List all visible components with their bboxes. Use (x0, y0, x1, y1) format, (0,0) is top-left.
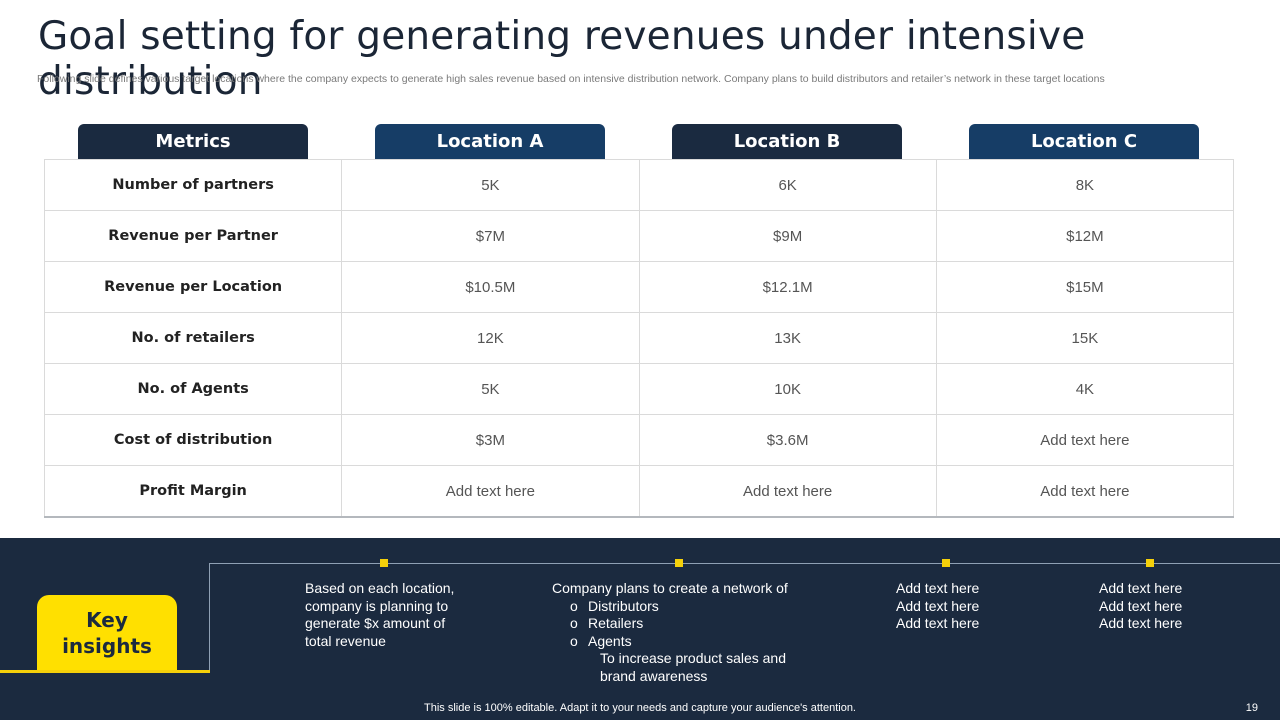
insight-line: Add text here (1099, 580, 1183, 596)
metric-label: Profit Margin (43, 465, 343, 518)
table-row: No. of Agents 5K 10K 4K (43, 363, 1235, 415)
key-insights-underline (0, 670, 210, 673)
table-cell: 12K (341, 312, 640, 364)
insight-line: company is planning to (305, 597, 449, 614)
bullet-marker: o (570, 632, 578, 649)
table-cell: Add text here (935, 414, 1235, 466)
timeline-line (210, 563, 1280, 564)
table-cell: Add text here (341, 465, 640, 518)
insight-placeholder-1: Add text here Add text here Add text her… (896, 580, 979, 633)
insight-line: Add text here (1099, 597, 1183, 614)
insight-line: Company plans to create a network of (552, 580, 788, 596)
metric-label: Revenue per Location (43, 261, 343, 313)
metrics-table: Number of partners 5K 6K 8K Revenue per … (43, 159, 1235, 518)
metric-label: Revenue per Partner (43, 210, 343, 262)
metric-label: No. of retailers (43, 312, 343, 364)
table-row: No. of retailers 12K 13K 15K (43, 312, 1235, 364)
header-metrics: Metrics (78, 124, 308, 160)
bullet-text: Retailers (588, 615, 644, 631)
bullet-item: o Distributors (552, 598, 788, 616)
bullet-item: o Agents (552, 633, 788, 651)
header-location-b: Location B (672, 124, 902, 160)
table-cell: 10K (638, 363, 937, 415)
table-cell: 6K (638, 159, 937, 211)
table-cell: 15K (935, 312, 1235, 364)
table-row: Cost of distribution $3M $3.6M Add text … (43, 414, 1235, 466)
table-header-row: Metrics Location A Location B Location C (0, 124, 1280, 160)
bullet-marker: o (570, 597, 578, 614)
table-cell: $12M (935, 210, 1235, 262)
slide-subtitle: Following slide defines various target l… (37, 73, 1105, 85)
timeline-connector (209, 563, 210, 673)
key-insights-band (0, 538, 1280, 720)
metric-label: No. of Agents (43, 363, 343, 415)
table-cell: Add text here (638, 465, 937, 518)
table-cell: $15M (935, 261, 1235, 313)
table-row: Revenue per Location $10.5M $12.1M $15M (43, 261, 1235, 313)
key-insights-label: Key insights (37, 595, 177, 670)
insight-line: brand awareness (600, 667, 708, 684)
insight-line: total revenue (305, 632, 386, 649)
timeline-marker (675, 559, 683, 567)
bullet-marker: o (570, 615, 578, 631)
table-row: Revenue per Partner $7M $9M $12M (43, 210, 1235, 262)
slide-title: Goal setting for generating revenues und… (38, 14, 1086, 104)
bullet-text: Agents (588, 632, 632, 649)
header-location-a: Location A (375, 124, 605, 160)
page-number: 19 (1245, 702, 1258, 714)
table-cell: $3.6M (638, 414, 937, 466)
table-cell: $12.1M (638, 261, 937, 313)
table-cell: $9M (638, 210, 937, 262)
key-insights-text: Key insights (62, 607, 152, 658)
insight-revenue: Based on each location, company is plann… (305, 580, 454, 650)
insight-placeholder-2: Add text here Add text here Add text her… (1099, 580, 1182, 633)
table-cell: Add text here (935, 465, 1235, 518)
bullet-text: Distributors (588, 597, 659, 614)
footer-note: This slide is 100% editable. Adapt it to… (424, 702, 856, 714)
insight-line: Based on each location, (305, 580, 455, 596)
table-cell: $3M (341, 414, 640, 466)
table-cell: $10.5M (341, 261, 640, 313)
insight-line: Add text here (896, 597, 980, 614)
insight-line: generate $x amount of (305, 615, 446, 631)
bullet-item: o Retailers (552, 615, 788, 633)
table-cell: 5K (341, 363, 640, 415)
table-row: Profit Margin Add text here Add text her… (43, 465, 1235, 518)
insight-line: To increase product sales and (600, 650, 786, 666)
table-cell: 13K (638, 312, 937, 364)
timeline-marker (380, 559, 388, 567)
insight-line: Add text here (896, 580, 980, 596)
header-location-c: Location C (969, 124, 1199, 160)
table-cell: 4K (935, 363, 1235, 415)
table-cell: 5K (341, 159, 640, 211)
table-row: Number of partners 5K 6K 8K (43, 159, 1235, 211)
insight-network: Company plans to create a network of o D… (552, 580, 788, 685)
metric-label: Cost of distribution (43, 414, 343, 466)
insight-line: Add text here (896, 615, 980, 631)
table-cell: $7M (341, 210, 640, 262)
timeline-marker (1146, 559, 1154, 567)
insight-line: Add text here (1099, 615, 1183, 631)
metric-label: Number of partners (43, 159, 343, 211)
timeline-marker (942, 559, 950, 567)
table-cell: 8K (935, 159, 1235, 211)
